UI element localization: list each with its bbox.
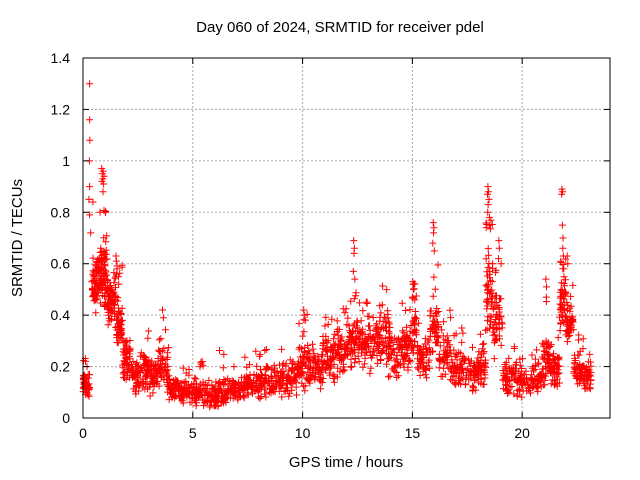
y-tick-label: 0 <box>62 410 70 426</box>
y-tick-label: 0.6 <box>51 256 71 272</box>
y-tick-label: 1.2 <box>51 101 71 117</box>
tick-label-layer: 0 5 10 15 20 0 0.2 0.4 0.6 0.8 1 1.2 1.4 <box>51 50 531 441</box>
x-tick-label: 15 <box>405 425 421 441</box>
x-tick-label: 10 <box>295 425 311 441</box>
y-tick-label: 0.2 <box>51 359 71 375</box>
x-tick-label: 20 <box>514 425 530 441</box>
chart-title: Day 060 of 2024, SRMTID for receiver pde… <box>196 19 484 36</box>
x-tick-label: 0 <box>79 425 87 441</box>
y-tick-label: 0.4 <box>51 307 71 323</box>
x-axis-label: GPS time / hours <box>289 454 403 471</box>
x-tick-label: 5 <box>189 425 197 441</box>
plot-frame <box>82 57 611 419</box>
y-axis-label: SRMTID / TECUs <box>9 179 26 297</box>
data-points <box>79 80 595 411</box>
y-tick-label: 1 <box>62 153 70 169</box>
y-tick-label: 0.8 <box>51 204 71 220</box>
y-tick-label: 1.4 <box>51 50 71 66</box>
